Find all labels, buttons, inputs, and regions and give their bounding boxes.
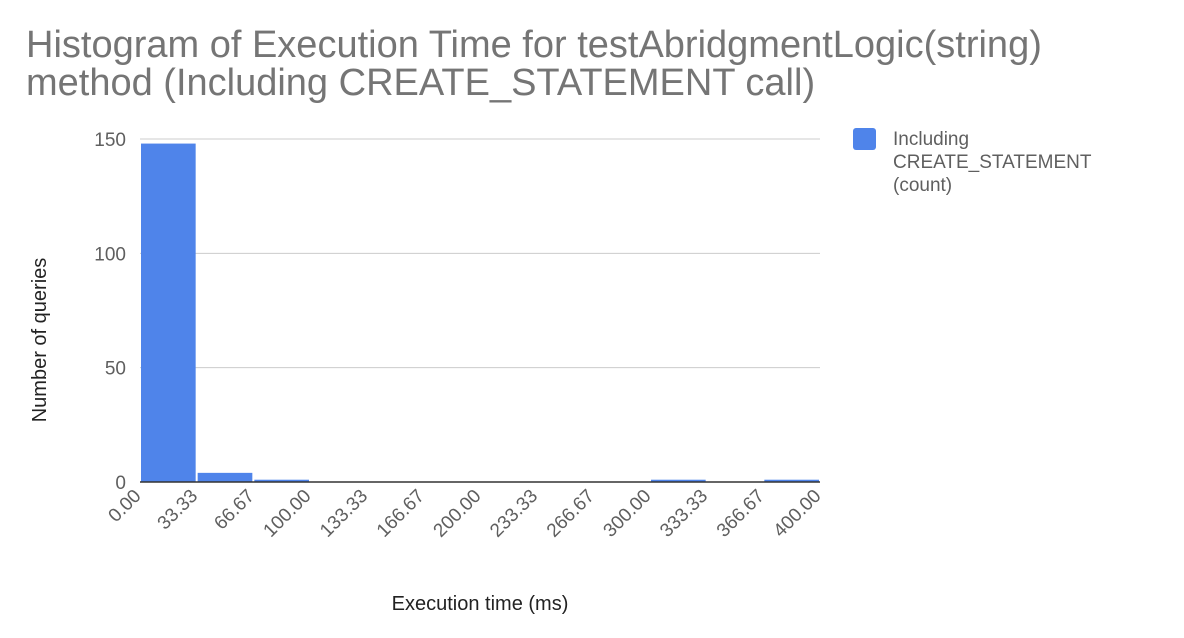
x-tick-label: 400.00 — [770, 486, 826, 542]
histogram-bar — [254, 479, 309, 482]
x-axis-ticks: 0.00 33.33 66.67 100.00 133.33 166.67 200.00 23… — [105, 486, 826, 542]
y-tick-label: 100 — [94, 244, 126, 265]
x-tick-label: 133.33 — [316, 486, 372, 542]
chart-title: Histogram of Execution Time for testAbri… — [26, 24, 1042, 104]
x-tick-label: 166.67 — [373, 486, 429, 542]
legend-label-line: (count) — [893, 175, 952, 196]
y-tick-label: 150 — [94, 130, 126, 151]
legend-label: Including CREATE_STATEMENT (count) — [893, 129, 1092, 196]
legend: Including CREATE_STATEMENT (count) — [853, 128, 1092, 196]
legend-swatch — [853, 128, 876, 150]
y-axis-ticks: 0 50 100 150 — [94, 130, 126, 494]
y-axis-title: Number of queries — [29, 258, 51, 423]
x-tick-label: 200.00 — [430, 486, 486, 542]
legend-label-line: Including — [893, 129, 969, 150]
x-tick-label: 100.00 — [260, 486, 316, 542]
x-tick-label: 0.00 — [105, 486, 146, 527]
x-tick-label: 366.67 — [713, 486, 769, 542]
histogram-bar — [651, 479, 706, 482]
histogram-bar — [764, 479, 819, 482]
histogram-bar — [141, 143, 196, 482]
x-tick-label: 266.67 — [543, 486, 599, 542]
legend-label-line: CREATE_STATEMENT — [893, 152, 1092, 173]
x-axis-title: Execution time (ms) — [392, 593, 569, 615]
x-tick-label: 300.00 — [600, 486, 656, 542]
x-tick-label: 66.67 — [210, 486, 258, 534]
x-tick-label: 233.33 — [486, 486, 542, 542]
gridlines — [140, 138, 820, 369]
histogram-bar — [197, 472, 253, 482]
bars — [141, 143, 819, 482]
y-tick-label: 50 — [105, 359, 126, 380]
x-tick-label: 333.33 — [656, 486, 712, 542]
y-tick-label: 0 — [115, 473, 126, 494]
x-tick-label: 33.33 — [154, 486, 202, 534]
